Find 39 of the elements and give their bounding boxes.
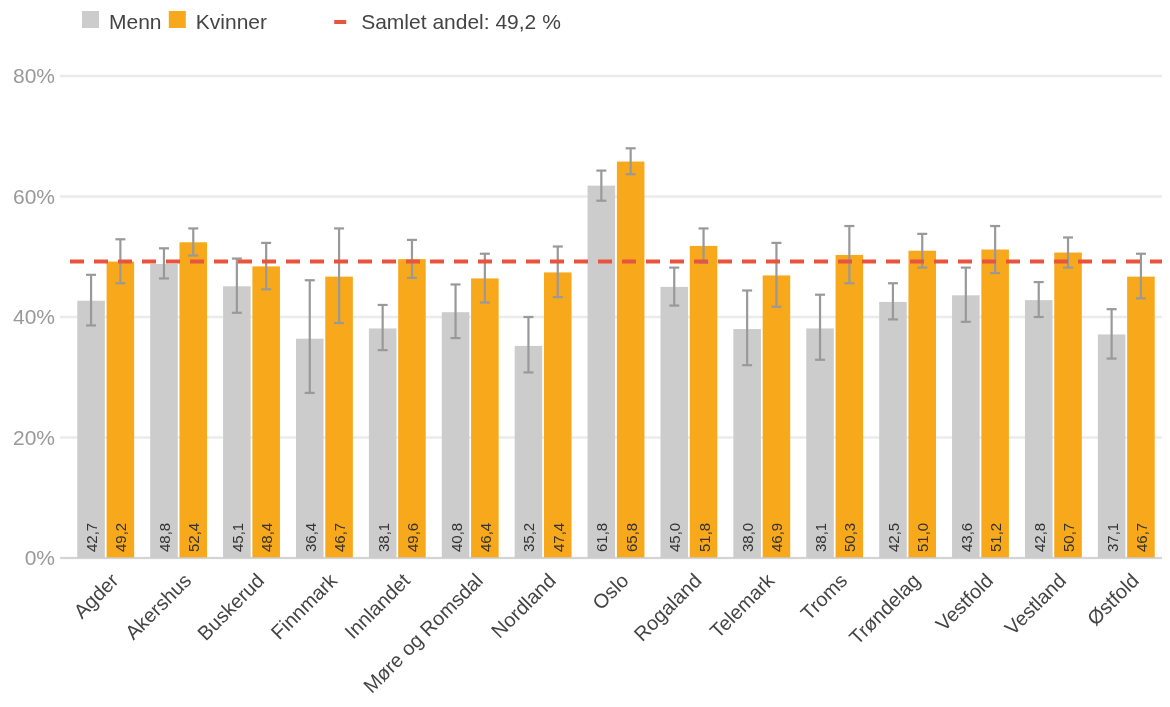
data-label: 50,3 — [841, 522, 859, 552]
y-tick-label: 20% — [12, 425, 55, 449]
legend-label: Samlet andel: 49,2 % — [361, 10, 561, 33]
data-label: 38,1 — [812, 522, 830, 552]
data-label: 38,0 — [739, 522, 757, 552]
legend-label: Kvinner — [195, 10, 268, 33]
data-label: 42,5 — [884, 522, 902, 552]
data-label: 48,4 — [258, 522, 276, 552]
y-tick-label: 40% — [12, 305, 55, 329]
data-label: 51,8 — [695, 522, 713, 552]
data-label: 51,0 — [914, 522, 932, 552]
data-label: 65,8 — [622, 522, 640, 552]
data-label: 38,1 — [374, 522, 392, 552]
data-label: 51,2 — [987, 522, 1005, 552]
data-label: 35,2 — [520, 522, 538, 552]
data-label: 46,7 — [1132, 522, 1150, 552]
data-label: 48,8 — [155, 522, 173, 552]
data-label: 61,8 — [593, 522, 611, 552]
data-label: 49,2 — [112, 522, 130, 552]
data-label: 36,4 — [301, 522, 319, 552]
data-label: 45,0 — [666, 522, 684, 552]
data-label: 40,8 — [447, 522, 465, 552]
data-label: 42,8 — [1030, 522, 1048, 552]
x-tick-label: Oslo — [588, 569, 633, 614]
data-label: 52,4 — [185, 522, 203, 552]
data-label: 50,7 — [1060, 522, 1078, 552]
legend-label: Menn — [109, 10, 162, 33]
y-tick-label: 0% — [24, 546, 55, 570]
data-label: 42,7 — [83, 522, 101, 552]
data-label: 46,9 — [768, 522, 786, 552]
data-label: 49,6 — [403, 522, 421, 552]
data-label: 43,6 — [957, 522, 975, 552]
y-tick-label: 60% — [12, 184, 55, 208]
data-label: 37,1 — [1103, 522, 1121, 552]
y-tick-label: 80% — [12, 64, 55, 88]
data-label: 46,7 — [331, 522, 349, 552]
data-label: 47,4 — [549, 522, 567, 552]
data-label: 46,4 — [476, 522, 494, 552]
data-label: 45,1 — [228, 522, 246, 552]
